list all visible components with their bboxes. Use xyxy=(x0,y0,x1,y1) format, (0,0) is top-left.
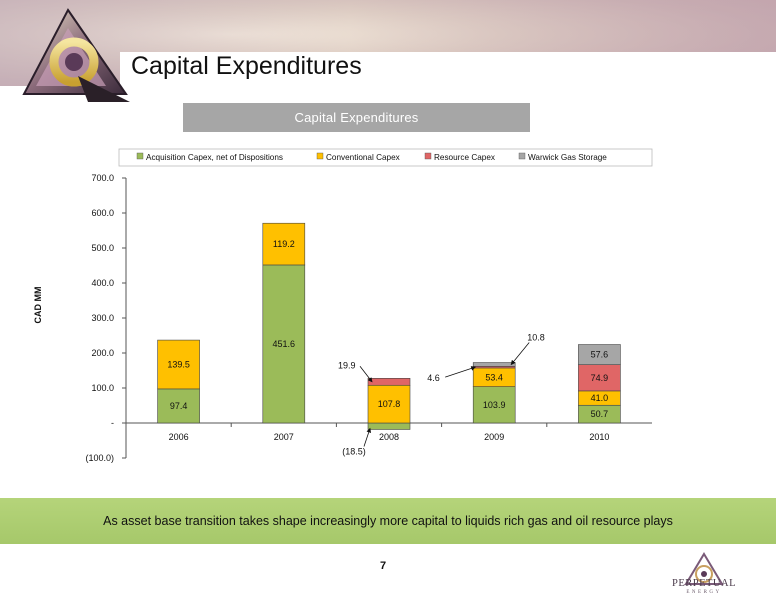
bar-segment xyxy=(578,344,621,365)
legend-swatch xyxy=(518,152,526,160)
callout-arrow xyxy=(359,366,373,383)
legend-label: Resource Capex xyxy=(434,153,495,162)
data-label: 119.2 xyxy=(273,239,295,249)
callout-arrow xyxy=(510,342,530,366)
data-label: 97.4 xyxy=(170,401,188,411)
x-tick-label: 2009 xyxy=(484,432,504,442)
data-label: 10.8 xyxy=(527,333,545,343)
bar-segment xyxy=(578,364,621,392)
x-tick-label: 2006 xyxy=(169,432,189,442)
data-label: 19.9 xyxy=(338,360,356,370)
header-white-strip xyxy=(120,52,776,86)
x-tick-label: 2007 xyxy=(274,432,294,442)
data-label: (18.5) xyxy=(342,446,366,456)
x-tick-label: 2010 xyxy=(589,432,609,442)
y-tick-label: 600.0 xyxy=(91,208,114,218)
bar-segment xyxy=(262,264,306,424)
y-tick-label: 700.0 xyxy=(91,173,114,183)
y-tick-label: 200.0 xyxy=(91,348,114,358)
bar-segment xyxy=(472,386,516,424)
y-tick-label: 100.0 xyxy=(91,383,114,393)
plot-area: (100.0) - 100.0 200.0 300.0 400.0 500.0 600.0 70… xyxy=(85,173,652,463)
y-tick-label: 500.0 xyxy=(91,243,114,253)
y-axis-label: CAD MM xyxy=(33,287,43,324)
callout-arrow xyxy=(445,366,476,378)
y-tick-label: 300.0 xyxy=(91,313,114,323)
data-label: 107.8 xyxy=(378,399,401,409)
page-number: 7 xyxy=(380,560,387,572)
legend-swatch xyxy=(424,152,432,160)
data-label: 139.5 xyxy=(167,359,190,369)
footer-banner xyxy=(0,498,776,544)
legend-swatch xyxy=(316,152,324,160)
bar-segment xyxy=(367,422,411,430)
y-tick-label: - xyxy=(111,418,114,428)
footer-logo-icon xyxy=(684,552,724,585)
chart-title: Capital Expenditures xyxy=(183,103,530,132)
bar-segment xyxy=(367,378,411,386)
bar-segment xyxy=(367,384,411,424)
callout-arrow xyxy=(363,427,372,447)
x-tick-label: 2008 xyxy=(379,432,399,442)
bar-segment xyxy=(472,362,516,367)
capex-chart: Acquisition Capex, net of Dispositions Co… xyxy=(33,148,653,463)
data-label: 41.0 xyxy=(591,393,609,403)
data-label: 53.4 xyxy=(485,372,503,382)
bar-segment xyxy=(157,339,200,390)
legend-label: Warwick Gas Storage xyxy=(528,153,607,162)
footer-logo-name: PERPETUAL xyxy=(671,578,736,589)
footer-message: As asset base transition takes shape inc… xyxy=(103,514,673,528)
y-tick-label: 400.0 xyxy=(91,278,114,288)
data-label: 4.6 xyxy=(427,373,440,383)
data-label: 74.9 xyxy=(591,373,609,383)
footer-logo-subtitle: ENERGY xyxy=(686,590,722,595)
bar-segment xyxy=(262,222,306,266)
page-title: Capital Expenditures xyxy=(131,52,362,80)
data-label: 103.9 xyxy=(483,400,506,410)
legend-label: Acquisition Capex, net of Dispositions xyxy=(146,153,283,162)
company-logo-icon xyxy=(22,8,130,102)
legend-label: Conventional Capex xyxy=(326,153,400,162)
legend-swatch xyxy=(136,152,144,160)
data-label: 50.7 xyxy=(591,409,609,419)
data-label: 451.6 xyxy=(273,339,296,349)
legend: Acquisition Capex, net of Dispositions Co… xyxy=(118,148,653,167)
data-label: 57.6 xyxy=(591,350,609,360)
legend-box xyxy=(118,148,653,167)
y-tick-label: (100.0) xyxy=(85,453,114,463)
